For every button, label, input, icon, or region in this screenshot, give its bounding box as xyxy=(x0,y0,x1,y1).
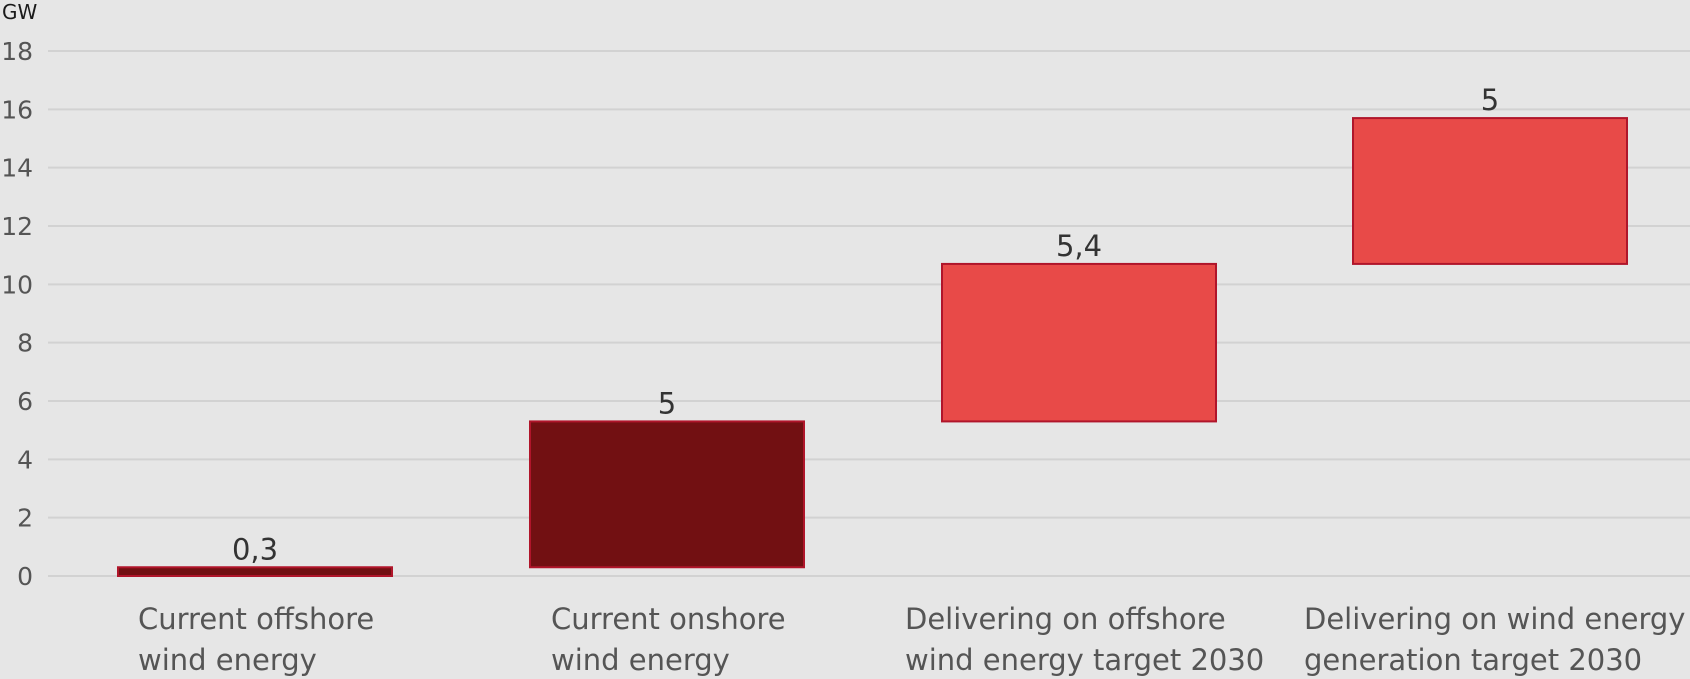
y-tick-label: 14 xyxy=(1,154,33,183)
y-tick-label: 18 xyxy=(1,37,33,66)
bar xyxy=(941,262,1217,423)
bar xyxy=(117,566,393,577)
category-label: wind energy target 2030 xyxy=(905,643,1264,677)
category-label: Delivering on offshore xyxy=(905,602,1226,636)
y-tick-label: 2 xyxy=(17,504,33,533)
unit-label: GW xyxy=(2,0,37,24)
grid-lines xyxy=(48,50,1690,577)
bar xyxy=(1352,117,1628,265)
data-label: 0,3 xyxy=(232,532,278,566)
y-axis-ticks: 0 2 4 6 8 10 12 14 16 18 xyxy=(1,37,33,591)
data-labels: 0,3 5 5,4 5 xyxy=(232,83,1499,566)
bars xyxy=(117,117,1628,577)
y-tick-label: 16 xyxy=(1,95,33,124)
category-label: generation target 2030 xyxy=(1304,643,1642,677)
category-label: wind energy xyxy=(551,643,730,677)
y-tick-label: 0 xyxy=(17,562,33,591)
data-label: 5 xyxy=(1481,83,1499,117)
bar xyxy=(529,420,805,569)
category-label: Current offshore xyxy=(138,602,374,636)
y-tick-label: 4 xyxy=(17,445,33,474)
y-tick-label: 10 xyxy=(1,270,33,299)
y-tick-label: 8 xyxy=(17,329,33,358)
category-label: wind energy xyxy=(138,643,317,677)
category-labels: Current offshore wind energy Current onsho… xyxy=(138,602,1685,677)
data-label: 5,4 xyxy=(1056,229,1102,263)
data-label: 5 xyxy=(658,386,676,420)
category-label: Current onshore xyxy=(551,602,786,636)
y-tick-label: 6 xyxy=(17,387,33,416)
category-label: Delivering on wind energy xyxy=(1304,602,1685,636)
y-tick-label: 12 xyxy=(1,212,33,241)
